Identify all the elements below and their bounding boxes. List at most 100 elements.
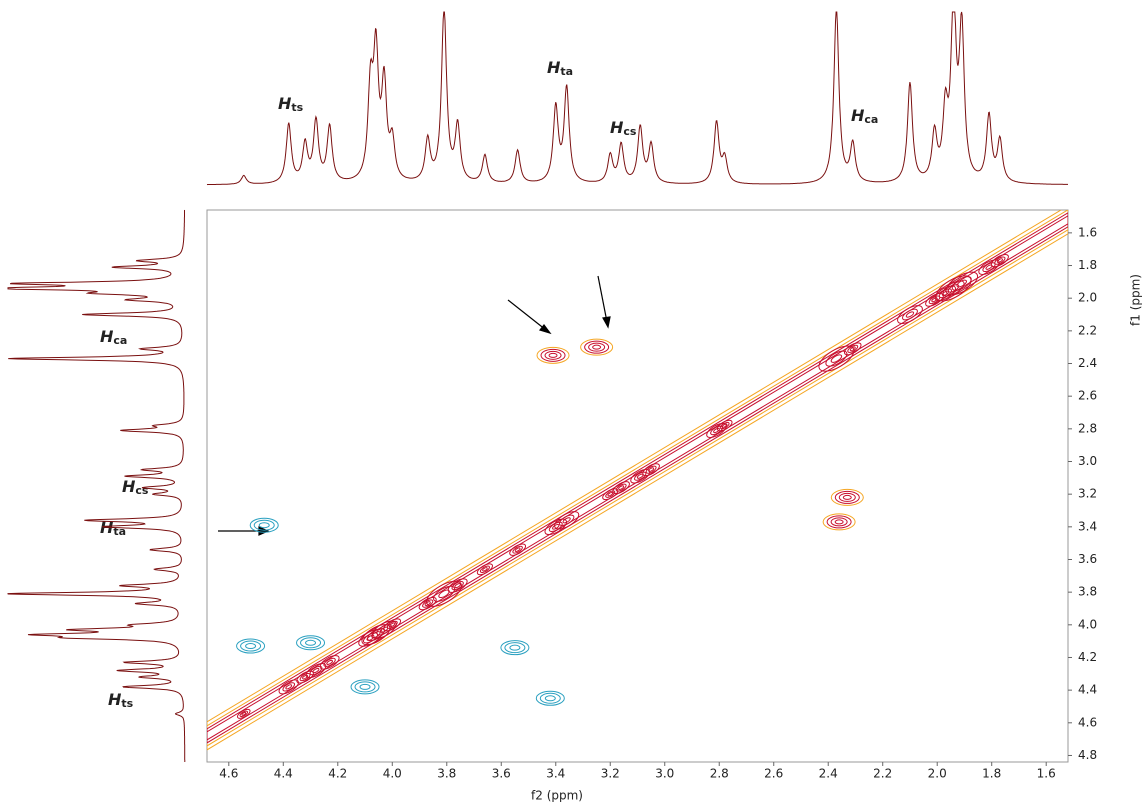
label-symbol: H <box>547 58 561 77</box>
diagonal-peak <box>825 350 848 367</box>
label-symbol: H <box>851 106 865 125</box>
negative-cross-peak <box>300 637 322 649</box>
diagonal-peak <box>615 483 627 492</box>
diagonal-peak <box>285 684 293 690</box>
label-subscript: ta <box>113 525 126 538</box>
x-tick-label: 1.8 <box>982 767 1001 781</box>
diagonal-peak <box>607 492 614 497</box>
label-symbol: H <box>122 477 136 496</box>
negative-cross-peak <box>305 639 317 646</box>
diagonal-peak <box>994 256 1006 265</box>
positive-cross-peak <box>584 340 610 354</box>
diagonal-peak <box>612 481 630 495</box>
diagonal-peak <box>849 346 856 352</box>
diagonal-peak <box>366 634 375 641</box>
diagonal-band <box>207 210 1068 747</box>
diagonal-peak <box>605 490 616 498</box>
diagonal-peak <box>323 657 336 667</box>
y-tick-label: 4.8 <box>1078 748 1097 762</box>
diagonal-peak <box>634 471 647 481</box>
positive-cross-peak <box>536 346 570 364</box>
x-tick-label: 1.6 <box>1037 767 1056 781</box>
diagonal-peak <box>239 710 249 718</box>
negative-cross-peak <box>245 643 257 650</box>
y-tick-label: 2.0 <box>1078 291 1097 305</box>
y-tick-label: 2.4 <box>1078 356 1097 370</box>
arrow-head <box>602 316 611 329</box>
projection-f1 <box>7 209 186 762</box>
peak-label: Hts <box>108 690 134 711</box>
x-tick-label: 3.4 <box>546 767 565 781</box>
y-axis-label: f1 (ppm) <box>1129 274 1143 326</box>
y-tick-label: 2.2 <box>1078 323 1097 337</box>
diagonal-peak <box>451 581 464 591</box>
x-tick-label: 2.6 <box>764 767 783 781</box>
diagonal-peak <box>426 580 463 607</box>
diagonal-peak <box>241 711 247 716</box>
x-tick-label: 4.6 <box>219 767 238 781</box>
x-tick-label: 2.4 <box>819 767 838 781</box>
diagonal-peak <box>935 275 972 302</box>
diagonal-peak <box>558 514 575 526</box>
y-tick-label: 3.4 <box>1078 519 1097 533</box>
diagonal-peak <box>630 468 651 484</box>
negative-cross-peak <box>253 519 275 531</box>
x-axis-label: f2 (ppm) <box>531 789 583 803</box>
diagonal-peak <box>618 485 625 490</box>
arrow <box>597 275 608 323</box>
diagonal-peak <box>902 308 918 321</box>
diagonal-peak <box>934 285 957 302</box>
negative-cross-peak <box>354 681 376 693</box>
diagonal-peak <box>479 565 490 574</box>
x-tick-label: 3.0 <box>655 767 674 781</box>
diagonal-peak <box>905 311 915 318</box>
y-tick-label: 4.2 <box>1078 650 1097 664</box>
diagonal-peak <box>562 517 571 524</box>
label-subscript: ts <box>121 697 133 710</box>
negative-cross-peak <box>350 679 380 695</box>
y-tick-label: 2.6 <box>1078 389 1097 403</box>
diagonal-peak <box>544 518 568 536</box>
diagonal-peak <box>418 596 437 611</box>
diagonal-peak <box>721 423 728 428</box>
y-tick-label: 1.8 <box>1078 258 1097 272</box>
positive-cross-peak <box>540 348 566 362</box>
y-tick-label: 3.6 <box>1078 552 1097 566</box>
diagonal-peak <box>438 589 450 599</box>
y-tick-label: 3.0 <box>1078 454 1097 468</box>
x-tick-label: 2.8 <box>710 767 729 781</box>
x-tick-label: 3.2 <box>601 767 620 781</box>
positive-cross-peak <box>834 519 844 525</box>
y-tick-label: 3.8 <box>1078 585 1097 599</box>
negative-cross-peak <box>539 692 561 704</box>
diagonal-peak <box>386 620 398 629</box>
arrows <box>218 275 611 536</box>
plot-frame <box>206 209 1069 763</box>
positive-cross-peak <box>580 338 614 356</box>
positive-cross-peak <box>838 492 856 502</box>
positive-cross-peak <box>830 488 864 506</box>
y-tick-label: 4.6 <box>1078 715 1097 729</box>
diagonal-peak <box>706 422 727 439</box>
diagonal-peak <box>942 280 965 297</box>
peak-label: Hts <box>278 94 304 115</box>
x-tick-label: 4.4 <box>274 767 293 781</box>
diagonal-peak <box>945 271 979 296</box>
peak-label: Hcs <box>610 118 637 139</box>
negative-cross-peak <box>240 640 262 652</box>
label-subscript: cs <box>135 484 149 497</box>
label-subscript: cs <box>623 125 637 138</box>
negative-cross-peak <box>249 517 279 533</box>
diagonal-peak <box>719 421 730 430</box>
diagonal-peak <box>847 344 859 353</box>
negative-cross-peak <box>258 522 270 529</box>
diagonal-peak <box>361 624 391 646</box>
positive-cross-peak <box>834 490 860 504</box>
negative-cross-peak <box>359 683 371 690</box>
diagonal-peak <box>843 342 862 356</box>
diagonal-peak <box>512 545 523 554</box>
peak-label: Hca <box>851 106 878 127</box>
positive-cross-peak <box>826 515 852 529</box>
diagonal-peak <box>996 258 1003 263</box>
diagonal-peak <box>716 419 733 432</box>
